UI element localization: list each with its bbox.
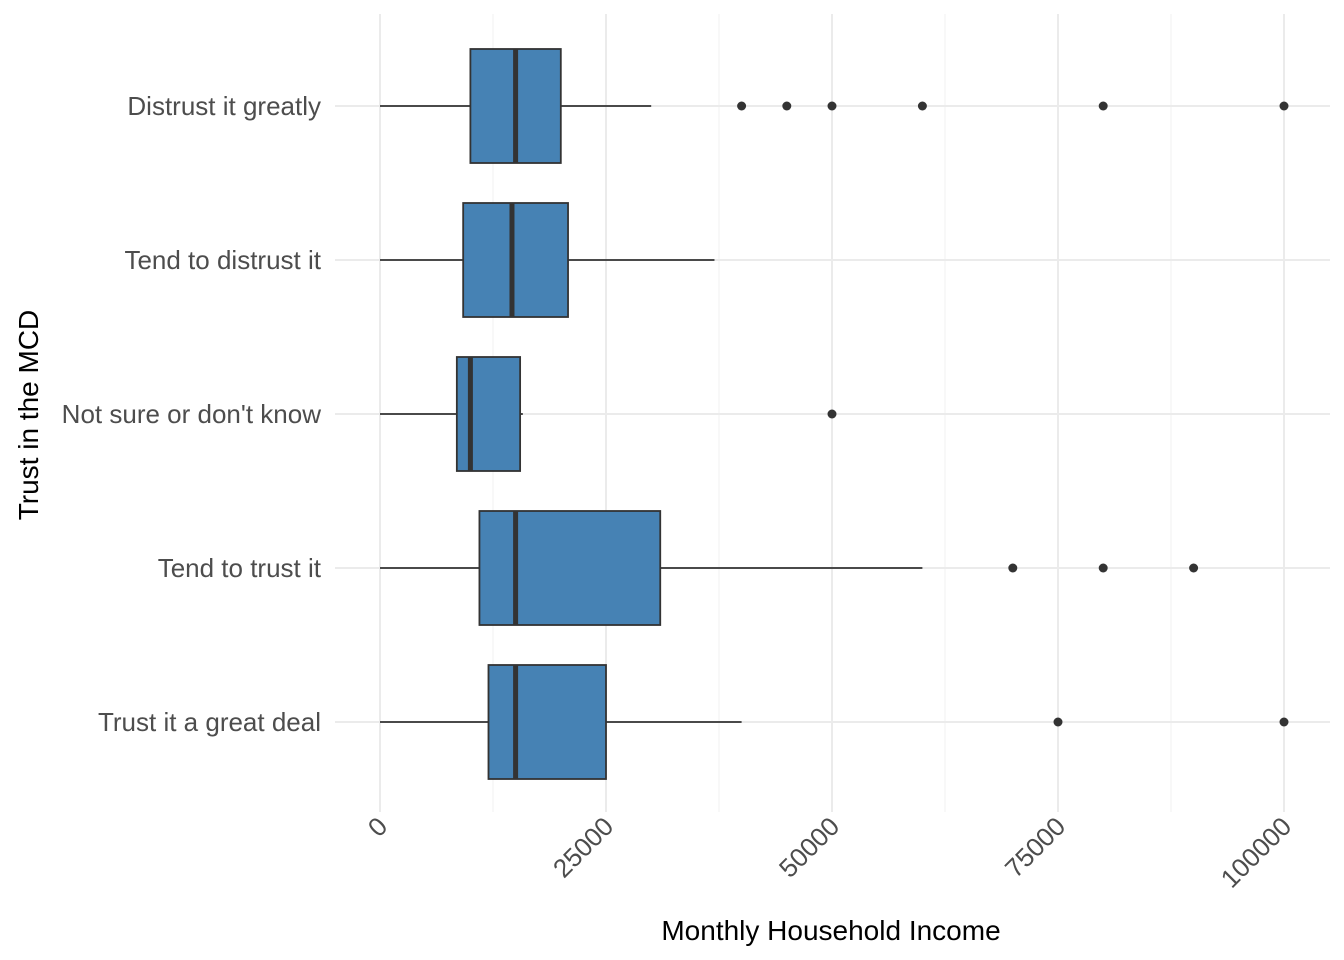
x-tick-label: 75000 — [999, 811, 1071, 883]
y-tick-label: Tend to trust it — [158, 553, 322, 583]
outlier-point — [827, 101, 837, 111]
box-group — [380, 510, 1199, 626]
x-axis-title: Monthly Household Income — [661, 915, 1000, 946]
outlier-point — [782, 101, 792, 111]
y-tick-label: Not sure or don't know — [62, 399, 322, 429]
box-group — [380, 48, 1289, 164]
boxes-layer — [380, 48, 1289, 780]
x-tick-labels: 0 25000 50000 75000 100000 — [362, 811, 1297, 894]
y-tick-label: Trust it a great deal — [98, 707, 321, 737]
outlier-point — [1098, 563, 1108, 573]
iqr-box — [487, 664, 607, 780]
iqr-box — [455, 356, 522, 472]
y-tick-label: Tend to distrust it — [124, 245, 321, 275]
y-tick-labels: Distrust it greatly Tend to distrust it No… — [62, 91, 322, 737]
x-tick-label: 25000 — [547, 811, 619, 883]
outlier-point — [1053, 717, 1063, 727]
box-group — [380, 202, 715, 318]
outlier-point — [1279, 717, 1289, 727]
iqr-box — [462, 202, 569, 318]
x-tick-label: 50000 — [773, 811, 845, 883]
box-group — [380, 356, 837, 472]
outlier-point — [827, 409, 837, 419]
box-group — [380, 664, 1289, 780]
outlier-point — [1279, 101, 1289, 111]
y-axis-title: Trust in the MCD — [13, 310, 44, 521]
outlier-point — [1189, 563, 1199, 573]
x-tick-label: 0 — [362, 811, 393, 842]
iqr-box — [478, 510, 662, 626]
outlier-point — [1098, 101, 1108, 111]
outlier-point — [1008, 563, 1018, 573]
outlier-point — [737, 101, 747, 111]
outlier-point — [917, 101, 927, 111]
x-tick-label: 100000 — [1215, 811, 1298, 894]
y-tick-label: Distrust it greatly — [127, 91, 321, 121]
